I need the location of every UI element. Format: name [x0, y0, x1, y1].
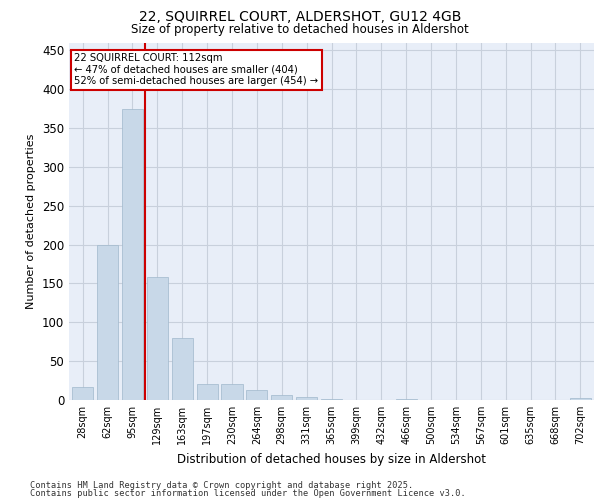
Bar [72, 387, 93, 400]
Bar [122, 108, 143, 400]
Bar [246, 390, 268, 400]
Bar [97, 244, 118, 400]
Text: Contains HM Land Registry data © Crown copyright and database right 2025.: Contains HM Land Registry data © Crown c… [30, 480, 413, 490]
Y-axis label: Number of detached properties: Number of detached properties [26, 134, 37, 309]
Text: Contains public sector information licensed under the Open Government Licence v3: Contains public sector information licen… [30, 489, 466, 498]
Bar [570, 398, 591, 400]
Bar [321, 399, 342, 400]
X-axis label: Distribution of detached houses by size in Aldershot: Distribution of detached houses by size … [177, 452, 486, 466]
Text: 22, SQUIRREL COURT, ALDERSHOT, GU12 4GB: 22, SQUIRREL COURT, ALDERSHOT, GU12 4GB [139, 10, 461, 24]
Text: Size of property relative to detached houses in Aldershot: Size of property relative to detached ho… [131, 22, 469, 36]
Text: 22 SQUIRREL COURT: 112sqm
← 47% of detached houses are smaller (404)
52% of semi: 22 SQUIRREL COURT: 112sqm ← 47% of detac… [74, 53, 319, 86]
Bar [172, 338, 193, 400]
Bar [147, 277, 168, 400]
Bar [271, 394, 292, 400]
Bar [221, 384, 242, 400]
Bar [395, 399, 417, 400]
Bar [197, 384, 218, 400]
Bar [296, 397, 317, 400]
